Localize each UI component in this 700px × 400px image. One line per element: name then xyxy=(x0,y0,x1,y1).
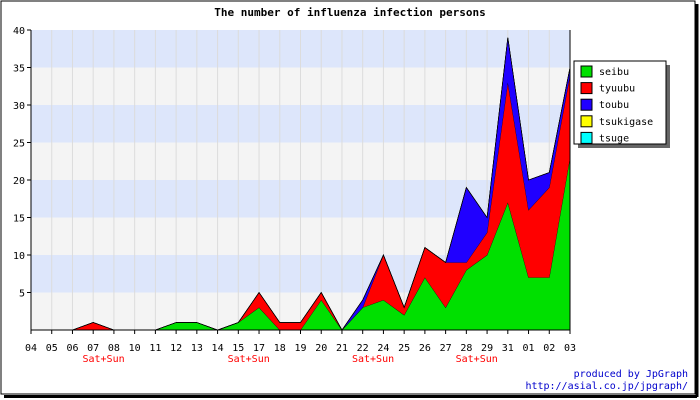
legend-swatch-tyuubu xyxy=(580,82,593,95)
x-tick-label: 14 xyxy=(212,343,224,354)
annotation-label: Sat+Sun xyxy=(82,354,124,365)
x-tick-label: 01 xyxy=(523,343,535,354)
x-tick-label: 28 xyxy=(460,343,472,354)
legend-label-toubu: toubu xyxy=(599,100,629,111)
annotation-label: Sat+Sun xyxy=(352,354,394,365)
y-tick-label: 15 xyxy=(13,214,25,225)
x-tick-label: 11 xyxy=(149,343,161,354)
x-tick-label: 10 xyxy=(129,343,141,354)
x-tick-label: 08 xyxy=(108,343,120,354)
annotation-label: Sat+Sun xyxy=(228,354,270,365)
axes xyxy=(27,29,571,334)
legend-label-tsuge: tsuge xyxy=(599,133,629,144)
x-tick-label: 25 xyxy=(398,343,410,354)
y-tick-label: 10 xyxy=(13,251,25,262)
credit-line-1: produced by JpGraph xyxy=(574,369,688,380)
y-tick-label: 35 xyxy=(13,64,25,75)
x-tick-label: 06 xyxy=(66,343,78,354)
vertical-gridlines xyxy=(51,30,550,330)
chart-title: The number of influenza infection person… xyxy=(214,6,486,19)
annotation-label: Sat+Sun xyxy=(456,354,498,365)
x-tick-label: 19 xyxy=(294,343,306,354)
x-tick-label: 17 xyxy=(253,343,265,354)
legend-swatch-tsukigase xyxy=(580,115,593,128)
y-tick-label: 25 xyxy=(13,139,25,150)
legend-label-seibu: seibu xyxy=(599,67,629,78)
x-tick-label: 22 xyxy=(357,343,369,354)
legend-label-tyuubu: tyuubu xyxy=(599,84,635,95)
legend-swatch-seibu xyxy=(580,65,593,78)
x-tick-label: 27 xyxy=(440,343,452,354)
x-tick-label: 29 xyxy=(481,343,493,354)
x-tick-label: 07 xyxy=(87,343,99,354)
series-area-seibu xyxy=(31,157,570,330)
x-tick-label: 15 xyxy=(232,343,244,354)
y-tick-label: 30 xyxy=(13,101,25,112)
x-tick-label: 20 xyxy=(315,343,327,354)
y-tick-label: 20 xyxy=(13,176,25,187)
x-tick-label: 26 xyxy=(419,343,431,354)
series-area-tyuubu xyxy=(31,75,570,330)
x-tick-label: 18 xyxy=(274,343,286,354)
legend-swatch-toubu xyxy=(580,98,593,111)
x-tick-label: 02 xyxy=(543,343,555,354)
x-tick-labels: 04 05 06 07 08 10 11 12 13 14 15 17 18 19 20 21 22 24 25 26… xyxy=(25,343,576,354)
x-tick-label: 12 xyxy=(170,343,182,354)
legend-swatch-tsuge xyxy=(580,131,593,144)
x-tick-label: 13 xyxy=(191,343,203,354)
x-tick-label: 21 xyxy=(336,343,348,354)
credit-line-2: http://asial.co.jp/jpgraph/ xyxy=(525,381,688,392)
legend-label-tsukigase: tsukigase xyxy=(599,117,653,128)
x-tick-label: 05 xyxy=(46,343,58,354)
x-tick-label: 03 xyxy=(564,343,576,354)
x-tick-label: 31 xyxy=(502,343,514,354)
legend: seibu tyuubu toubu tsukigase tsuge xyxy=(573,60,670,148)
x-tick-label: 24 xyxy=(377,343,389,354)
annotations: Sat+Sun Sat+Sun Sat+Sun Sat+Sun xyxy=(82,354,497,365)
y-tick-label: 40 xyxy=(13,26,25,37)
y-tick-label: 5 xyxy=(19,289,25,300)
x-tick-label: 04 xyxy=(25,343,37,354)
y-tick-labels: 5 10 15 20 25 30 35 40 xyxy=(13,26,25,300)
